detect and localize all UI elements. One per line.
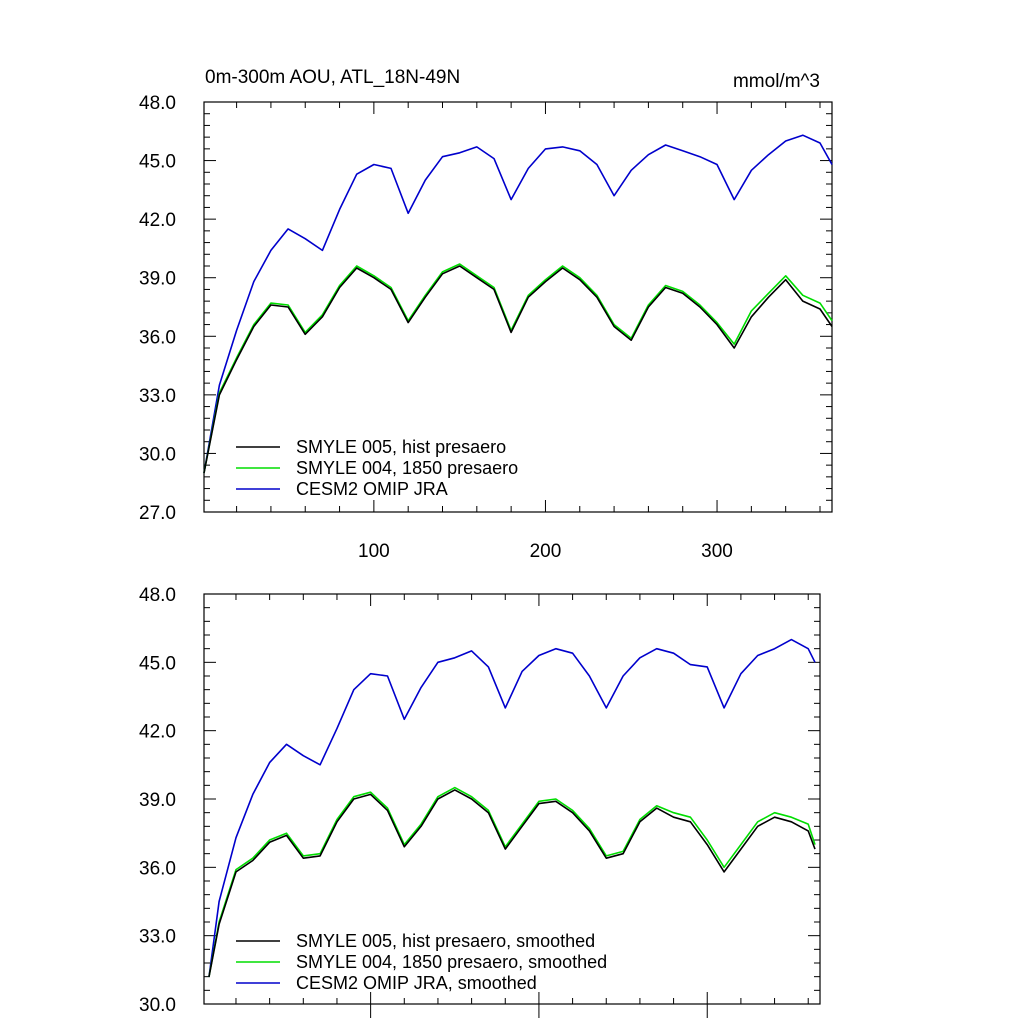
top-plot-frame bbox=[203, 101, 833, 513]
top-legend-label-3: CESM2 OMIP JRA bbox=[296, 479, 448, 499]
top-series-line-1 bbox=[203, 265, 833, 474]
bottom-chart-panel: 48.0 45.0 42.0 39.0 36.0 33.0 30.0 SMYLE 005, h… bbox=[139, 585, 821, 1018]
bottom-series-line-2 bbox=[208, 786, 816, 977]
top-legend-label-1: SMYLE 005, hist presaero bbox=[296, 437, 506, 457]
bottom-y-tick-label: 39.0 bbox=[139, 790, 176, 811]
top-y-tick-label: 33.0 bbox=[139, 386, 176, 407]
bottom-legend-label-1: SMYLE 005, hist presaero, smoothed bbox=[296, 931, 595, 951]
bottom-legend-label-3: CESM2 OMIP JRA, smoothed bbox=[296, 973, 537, 993]
top-chart-title: 0m-300m AOU, ATL_18N-49N bbox=[205, 67, 460, 88]
bottom-legend-label-2: SMYLE 004, 1850 presaero, smoothed bbox=[296, 952, 607, 972]
top-x-tick-label: 300 bbox=[701, 541, 733, 562]
top-y-tick-label: 42.0 bbox=[139, 210, 176, 231]
bottom-y-tick-label: 30.0 bbox=[139, 995, 176, 1016]
bottom-y-tick-label: 33.0 bbox=[139, 927, 176, 948]
top-y-tick-label: 45.0 bbox=[139, 152, 176, 173]
top-y-tick-label: 36.0 bbox=[139, 327, 176, 348]
top-y-tick-label: 30.0 bbox=[139, 444, 176, 465]
top-chart-units: mmol/m^3 bbox=[733, 71, 820, 92]
top-chart-panel: 48.0 45.0 42.0 39.0 36.0 33.0 30.0 27.0 100 200 30… bbox=[139, 93, 833, 562]
top-legend-label-2: SMYLE 004, 1850 presaero bbox=[296, 458, 518, 478]
bottom-y-tick-label: 42.0 bbox=[139, 722, 176, 743]
bottom-y-tick-label: 45.0 bbox=[139, 653, 176, 674]
top-x-tick-label: 100 bbox=[358, 541, 390, 562]
bottom-series-line-1 bbox=[208, 789, 816, 977]
top-x-tick-label: 200 bbox=[530, 541, 562, 562]
top-series-line-2 bbox=[203, 263, 833, 474]
top-series-line-3 bbox=[203, 134, 833, 474]
bottom-y-tick-label: 48.0 bbox=[139, 585, 176, 606]
top-y-tick-label: 48.0 bbox=[139, 93, 176, 114]
bottom-y-tick-label: 36.0 bbox=[139, 858, 176, 879]
top-y-tick-label: 27.0 bbox=[139, 503, 176, 524]
top-y-tick-label: 39.0 bbox=[139, 269, 176, 290]
bottom-series-line-3 bbox=[208, 638, 816, 977]
